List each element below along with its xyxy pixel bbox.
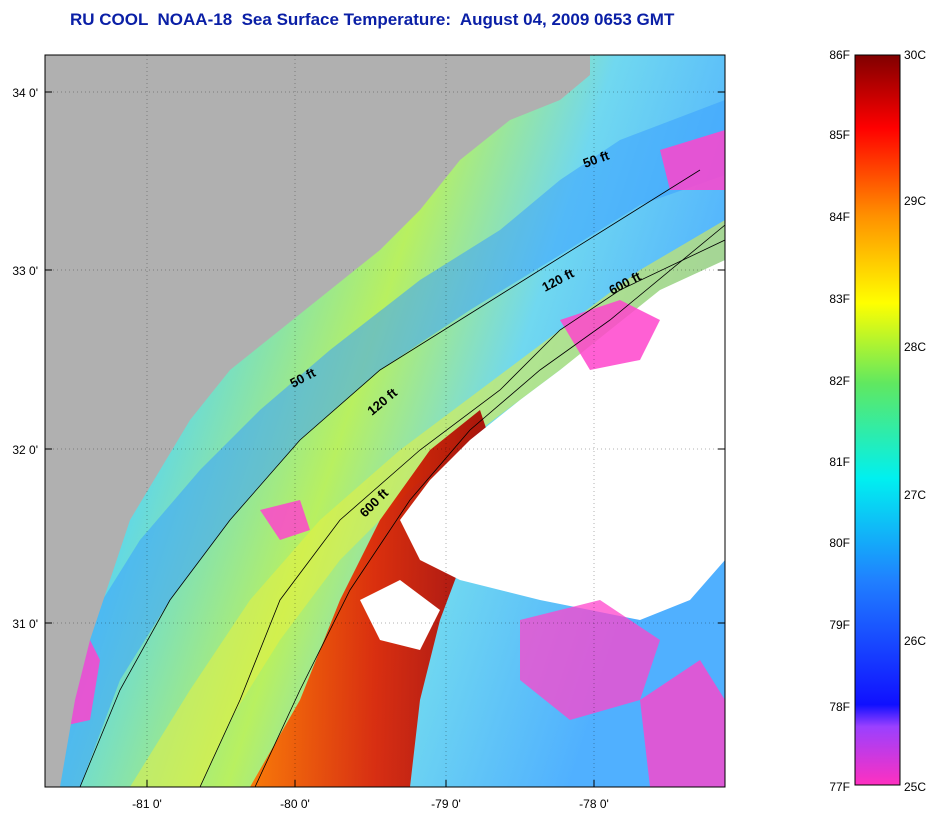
colorbar — [854, 54, 901, 786]
tick-marks — [45, 91, 725, 787]
coastal-cool-band — [45, 100, 725, 787]
cloud-patch — [360, 580, 440, 650]
shelf-warm-band — [130, 220, 725, 787]
colorbar-f-label: 84F — [829, 210, 850, 224]
cold-patch — [520, 600, 660, 720]
colorbar-c-label: 26C — [904, 634, 927, 648]
colorbar-f-label: 85F — [829, 128, 850, 142]
colorbar-f-label: 78F — [829, 700, 850, 714]
isobath-120ft — [199, 239, 725, 787]
lon-tick-label: -80 0' — [280, 797, 310, 811]
graticule — [45, 55, 725, 787]
lon-tick-label: -78 0' — [579, 797, 609, 811]
cold-patch — [560, 300, 660, 370]
colorbar-c-label: 25C — [904, 780, 927, 794]
land-mass — [45, 55, 590, 787]
lat-tick-label: 31 0' — [12, 617, 38, 631]
map-area — [45, 55, 725, 787]
isobath-50ft — [79, 169, 701, 787]
isobath-600ft — [254, 224, 725, 787]
colorbar-f-label: 86F — [829, 48, 850, 62]
colorbar-f-label: 80F — [829, 536, 850, 550]
longitude-axis: -81 0' -80 0' -79 0' -78 0' — [132, 797, 609, 811]
lat-tick-label: 33 0' — [12, 264, 38, 278]
lat-tick-label: 34 0' — [12, 86, 38, 100]
lat-tick-label: 32 0' — [12, 443, 38, 457]
colorbar-f-label: 81F — [829, 455, 850, 469]
map-frame — [44, 54, 726, 788]
colorbar-c-label: 29C — [904, 194, 927, 208]
latitude-axis: 34 0' 33 0' 32 0' 31 0' — [12, 86, 38, 631]
colorbar-c-label: 27C — [904, 488, 927, 502]
cold-patch — [660, 130, 725, 190]
cold-patch — [640, 660, 725, 787]
colorbar-f-label: 77F — [829, 780, 850, 794]
colorbar-f-label: 83F — [829, 292, 850, 306]
colorbar-f-label: 82F — [829, 374, 850, 388]
cold-patch — [260, 500, 310, 540]
colorbar-c-label: 28C — [904, 340, 927, 354]
lon-tick-label: -79 0' — [431, 797, 461, 811]
colorbar-c-label: 30C — [904, 48, 927, 62]
lon-tick-label: -81 0' — [132, 797, 162, 811]
map-title: RU COOL NOAA-18 Sea Surface Temperature:… — [70, 10, 675, 29]
colorbar-f-label: 79F — [829, 618, 850, 632]
